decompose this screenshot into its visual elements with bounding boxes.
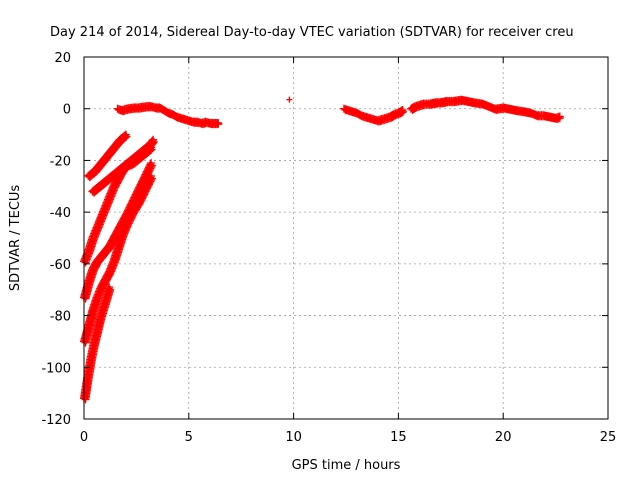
data-points [80, 95, 564, 404]
x-tick-label: 20 [495, 430, 512, 445]
y-tick-label: -20 [50, 154, 71, 169]
data-point [147, 143, 156, 152]
chart-title: Day 214 of 2014, Sidereal Day-to-day VTE… [50, 25, 574, 40]
data-point [121, 130, 130, 139]
data-point [398, 106, 407, 115]
x-tick-label: 25 [600, 430, 617, 445]
y-tick-label: -40 [50, 206, 71, 221]
y-tick-label: -60 [50, 258, 71, 273]
x-tick-label: 15 [390, 430, 407, 445]
data-point [214, 118, 223, 127]
x-axis-label: GPS time / hours [292, 458, 401, 473]
data-point [286, 96, 293, 103]
y-tick-label: -80 [50, 310, 71, 325]
x-tick-label: 5 [185, 430, 193, 445]
data-point [148, 136, 157, 145]
data-point [147, 159, 156, 168]
data-point [146, 160, 155, 169]
data-point [120, 131, 129, 140]
y-tick-label: -100 [41, 361, 71, 376]
data-point [149, 135, 158, 144]
data-point [146, 173, 155, 182]
data-point [147, 171, 156, 180]
y-axis-label: SDTVAR / TECUs [8, 185, 23, 292]
y-tick-label: -120 [41, 413, 71, 428]
x-tick-label: 0 [80, 430, 88, 445]
plot-frame [83, 56, 609, 420]
data-point [555, 112, 564, 121]
x-tick-label: 10 [285, 430, 302, 445]
axis-ticks: 0 5 10 15 20 25 -120 -100 -80 -60 -40 -20 0 20 [41, 51, 616, 445]
y-tick-label: 0 [63, 103, 71, 118]
data-point [105, 283, 114, 292]
data-point [146, 144, 155, 153]
y-tick-label: 20 [54, 51, 71, 66]
